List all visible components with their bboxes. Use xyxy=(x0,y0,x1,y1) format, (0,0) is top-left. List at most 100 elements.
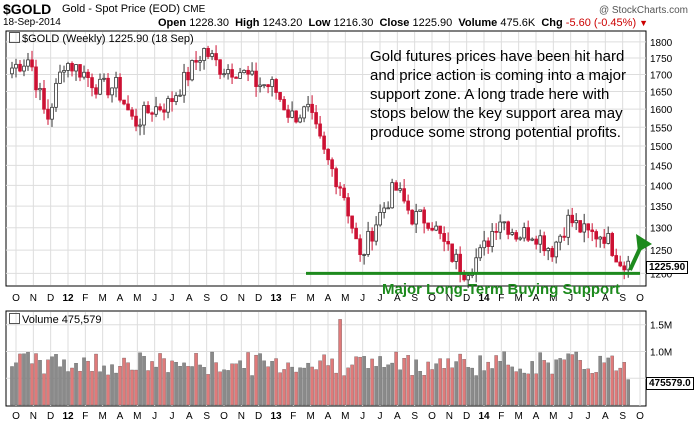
volume-bar xyxy=(242,368,246,406)
candle-body xyxy=(406,200,410,211)
volume-bar xyxy=(306,362,310,406)
volume-bar xyxy=(214,362,218,406)
candle-body xyxy=(622,265,626,271)
volume-bar xyxy=(246,352,250,406)
month-tick-label: A xyxy=(602,293,609,304)
candle-body xyxy=(182,71,186,96)
volume-bar xyxy=(494,355,498,406)
volume-bar xyxy=(386,364,390,406)
candle-body xyxy=(482,240,486,249)
month-axis-bottom: O N D 12 F M A M J J A S O N D 13 F M A M J J A S O N D 14 F M A M J J A S O xyxy=(12,411,644,422)
month-tick-label: 13 xyxy=(270,411,282,422)
volume-bar xyxy=(22,353,26,406)
candle-body xyxy=(22,65,26,72)
price-candles xyxy=(10,45,630,289)
month-tick-label: O xyxy=(428,411,436,422)
month-tick-label: M xyxy=(341,411,349,422)
volume-bar xyxy=(194,353,198,406)
volume-bar xyxy=(86,360,90,406)
volume-bar xyxy=(202,367,206,406)
candle-body xyxy=(326,148,330,161)
candle-body xyxy=(386,207,390,210)
month-tick-label: J xyxy=(170,411,175,422)
volume-bar xyxy=(430,369,434,406)
volume-bar xyxy=(510,366,514,406)
candle-body xyxy=(254,70,258,87)
candle-body xyxy=(10,67,14,75)
price-tick-label: 1700 xyxy=(650,71,673,82)
volume-bar xyxy=(126,362,130,406)
candle-body xyxy=(438,225,442,234)
candle-body xyxy=(106,77,110,96)
dropdown-icon[interactable]: ▼ xyxy=(639,18,649,28)
candle-body xyxy=(530,238,534,241)
high-label: High xyxy=(235,17,260,29)
volume-bar xyxy=(390,362,394,406)
month-tick-label: A xyxy=(602,411,609,422)
price-tick-label: 1650 xyxy=(650,88,673,99)
candle-body xyxy=(458,253,462,273)
candle-body xyxy=(94,87,98,95)
candle-body xyxy=(266,84,270,88)
month-tick-label: 13 xyxy=(270,293,282,304)
month-tick-label: A xyxy=(117,411,124,422)
description-text: Gold - Spot Price (EOD) xyxy=(62,3,180,15)
volume-bar xyxy=(490,368,494,406)
volume-bar xyxy=(374,366,378,406)
volume-bar xyxy=(406,355,410,406)
volume-swatch-icon xyxy=(9,313,20,324)
volume-bar xyxy=(486,361,490,406)
candle-body xyxy=(534,238,538,245)
candle-body xyxy=(430,227,434,231)
candle-body xyxy=(102,77,106,80)
candle-body xyxy=(122,99,126,105)
candle-body xyxy=(206,48,210,57)
candle-body xyxy=(86,71,90,78)
volume-bar xyxy=(394,351,398,406)
open-value: 1228.30 xyxy=(189,17,229,29)
candle-body xyxy=(554,241,558,258)
volume-bar xyxy=(78,370,82,406)
volume-bar xyxy=(482,370,486,406)
volume-bar xyxy=(518,368,522,406)
month-tick-label: S xyxy=(203,293,210,304)
volume-bar xyxy=(230,363,234,406)
month-tick-label: O xyxy=(12,293,20,304)
volume-legend: Volume 475,579 xyxy=(9,313,102,326)
candle-body xyxy=(310,103,314,113)
quote-date: 18-Sep-2014 xyxy=(3,17,61,28)
candle-body xyxy=(606,233,610,244)
volume-bar xyxy=(426,361,430,406)
up-arrow-icon xyxy=(628,234,652,271)
volume-bar xyxy=(558,358,562,406)
candle-body xyxy=(74,64,78,72)
month-tick-label: 14 xyxy=(478,293,490,304)
volume-bar xyxy=(466,367,470,406)
month-tick-label: F xyxy=(290,411,296,422)
candle-body xyxy=(402,188,406,202)
volume-bar xyxy=(274,358,278,406)
candle-body xyxy=(490,230,494,247)
volume-bar xyxy=(114,372,118,406)
candle-body xyxy=(598,236,602,240)
candle-body xyxy=(246,69,250,75)
candle-body xyxy=(494,230,498,233)
month-tick-label: O xyxy=(636,411,644,422)
candle-body xyxy=(382,207,386,213)
volume-bar xyxy=(162,358,166,406)
candle-body xyxy=(250,70,254,75)
volume-value: 475.6K xyxy=(500,17,536,29)
month-tick-label: S xyxy=(619,411,626,422)
volume-bar xyxy=(538,352,542,406)
volume-bar xyxy=(606,357,610,406)
volume-bar xyxy=(438,358,442,406)
candle-body xyxy=(222,73,226,76)
candle-body xyxy=(298,117,302,123)
volume-bar xyxy=(346,367,350,406)
volume-bar xyxy=(254,354,258,406)
month-tick-label: F xyxy=(82,293,88,304)
price-y-axis: 1200 1250 1300 1350 1400 1450 1500 1550 1600 1650… xyxy=(650,38,673,281)
volume-bar xyxy=(370,358,374,406)
month-tick-label: M xyxy=(514,293,522,304)
month-tick-label: N xyxy=(30,411,37,422)
